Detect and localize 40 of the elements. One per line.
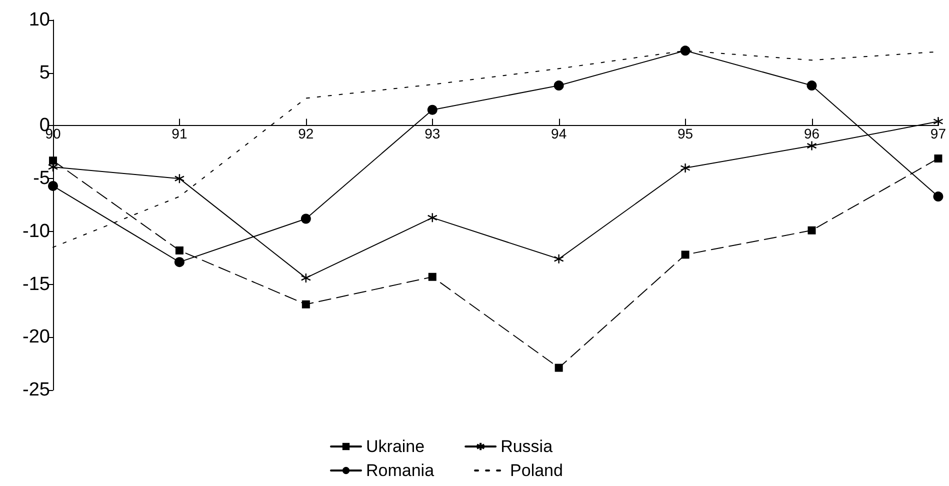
point <box>934 154 942 162</box>
x-tick-label: 92 <box>298 126 314 142</box>
y-tick-label: 5 <box>39 62 50 84</box>
point <box>680 46 690 56</box>
point <box>427 104 438 115</box>
point <box>808 226 816 234</box>
x-tick-label: 94 <box>551 126 567 142</box>
point <box>428 272 436 281</box>
x-tick-label: 97 <box>930 126 946 142</box>
legend-label: Romania <box>366 461 435 480</box>
point <box>933 192 944 202</box>
point <box>554 254 564 264</box>
y-tick-label: 10 <box>28 10 50 30</box>
point <box>174 257 184 268</box>
y-tick-label: -15 <box>22 274 50 295</box>
legend-label: Ukraine <box>366 437 425 456</box>
point <box>681 250 690 259</box>
point <box>48 180 58 191</box>
y-tick-label: -5 <box>33 168 50 190</box>
point <box>554 80 564 91</box>
point <box>300 272 312 284</box>
point <box>49 156 57 165</box>
legend-label: Russia <box>500 437 554 456</box>
point <box>300 214 311 224</box>
point <box>302 300 310 308</box>
point <box>427 212 438 223</box>
point <box>174 173 185 184</box>
point <box>806 80 817 91</box>
x-tick-label: 96 <box>804 126 820 142</box>
y-tick-label: -20 <box>22 326 50 348</box>
y-tick-label: -25 <box>22 380 50 400</box>
point <box>806 140 817 151</box>
point <box>554 364 563 372</box>
legend-label: Poland <box>510 461 563 480</box>
point <box>175 246 184 254</box>
point <box>680 162 690 174</box>
y-tick-label: -10 <box>22 220 50 242</box>
x-tick-label: 95 <box>678 126 694 142</box>
x-tick-label: 91 <box>172 126 188 142</box>
x-tick-label: 93 <box>424 126 440 142</box>
